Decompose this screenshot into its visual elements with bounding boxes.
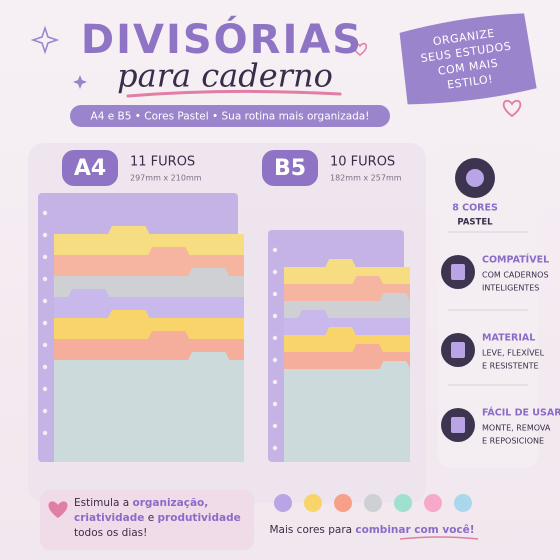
size-badge (262, 150, 318, 186)
feature-text: COM CADERNOS (482, 271, 549, 280)
size-label: B5 (274, 156, 306, 181)
hole (272, 423, 278, 429)
color-swatch (334, 494, 352, 512)
feature-text: PASTEL (457, 218, 493, 228)
color-swatch (454, 494, 472, 512)
holes: 10 FUROS (330, 155, 395, 170)
color-swatch (274, 494, 292, 512)
note-highlight: produtividade (158, 512, 241, 524)
note-highlight: criatividade (74, 512, 144, 524)
note-line: criatividade e produtividade (74, 512, 241, 524)
color-swatch (394, 494, 412, 512)
feature-icon-detail (451, 417, 465, 433)
size-badge (62, 150, 118, 186)
underline (399, 536, 479, 540)
color-swatch (424, 494, 442, 512)
divider (54, 352, 244, 462)
colors-highlight: combinar com você! (355, 524, 474, 536)
hole (272, 313, 278, 319)
note-line: todos os dias! (74, 527, 147, 539)
note-text: e (144, 512, 157, 524)
hole (42, 232, 48, 238)
hole (42, 430, 48, 436)
note-line: Estimula a organização, (74, 497, 208, 509)
title: DIVISÓRIAS (81, 15, 363, 63)
feature-text: E REPOSICIONE (482, 437, 544, 446)
feature-title: COMPATÍVEL (482, 254, 549, 266)
hole (42, 342, 48, 348)
hole (42, 320, 48, 326)
hole (42, 364, 48, 370)
dimensions: 182mm x 257mm (330, 174, 402, 183)
hole (272, 357, 278, 363)
sparkle (30, 25, 60, 55)
heart-icon (48, 501, 68, 518)
hole (42, 254, 48, 260)
note-text: todos os dias! (74, 527, 147, 539)
note-text: Estimula a (74, 497, 132, 509)
tagline-pill (70, 105, 390, 127)
color-swatch (364, 494, 382, 512)
hole (272, 445, 278, 451)
hole (42, 298, 48, 304)
hole (272, 335, 278, 341)
hole (42, 408, 48, 414)
feature-text: INTELIGENTES (482, 284, 539, 293)
hole (272, 379, 278, 385)
heart (352, 42, 368, 56)
hole (42, 386, 48, 392)
features-panel (438, 143, 538, 468)
sparkle (73, 75, 87, 89)
feature-title: MATERIAL (482, 333, 535, 344)
color-swatch (304, 494, 322, 512)
dimensions: 297mm x 210mm (130, 174, 202, 183)
badge-line: ESTILO! (446, 72, 494, 91)
feature-icon-detail (451, 264, 465, 280)
heart (502, 99, 522, 118)
feature-icon-detail (466, 169, 484, 187)
hole (42, 210, 48, 216)
feature-text: MONTE, REMOVA (482, 424, 551, 433)
feature-text: LEVE, FLEXÍVEL (482, 347, 545, 358)
feature-icon-detail (451, 342, 465, 358)
feature-text: E RESISTENTE (482, 362, 539, 371)
note-highlight: organização, (132, 497, 208, 509)
colors-text: Mais cores para (269, 524, 355, 536)
tagline: A4 e B5 • Cores Pastel • Sua rotina mais… (91, 111, 370, 123)
feature-title: 8 CORES (452, 203, 498, 214)
hole (272, 401, 278, 407)
underline (126, 89, 342, 98)
size-label: A4 (74, 156, 106, 181)
holes: 11 FUROS (130, 155, 195, 170)
hole (42, 276, 48, 282)
colors-line: Mais cores para combinar com você! (269, 524, 474, 536)
hole (272, 291, 278, 297)
note-box (40, 490, 254, 550)
hole (272, 247, 278, 253)
hole (272, 269, 278, 275)
subtitle: para caderno (117, 57, 333, 95)
feature-title: FÁCIL DE USAR (482, 407, 560, 419)
divider (284, 361, 411, 462)
badge-brush (399, 13, 537, 105)
